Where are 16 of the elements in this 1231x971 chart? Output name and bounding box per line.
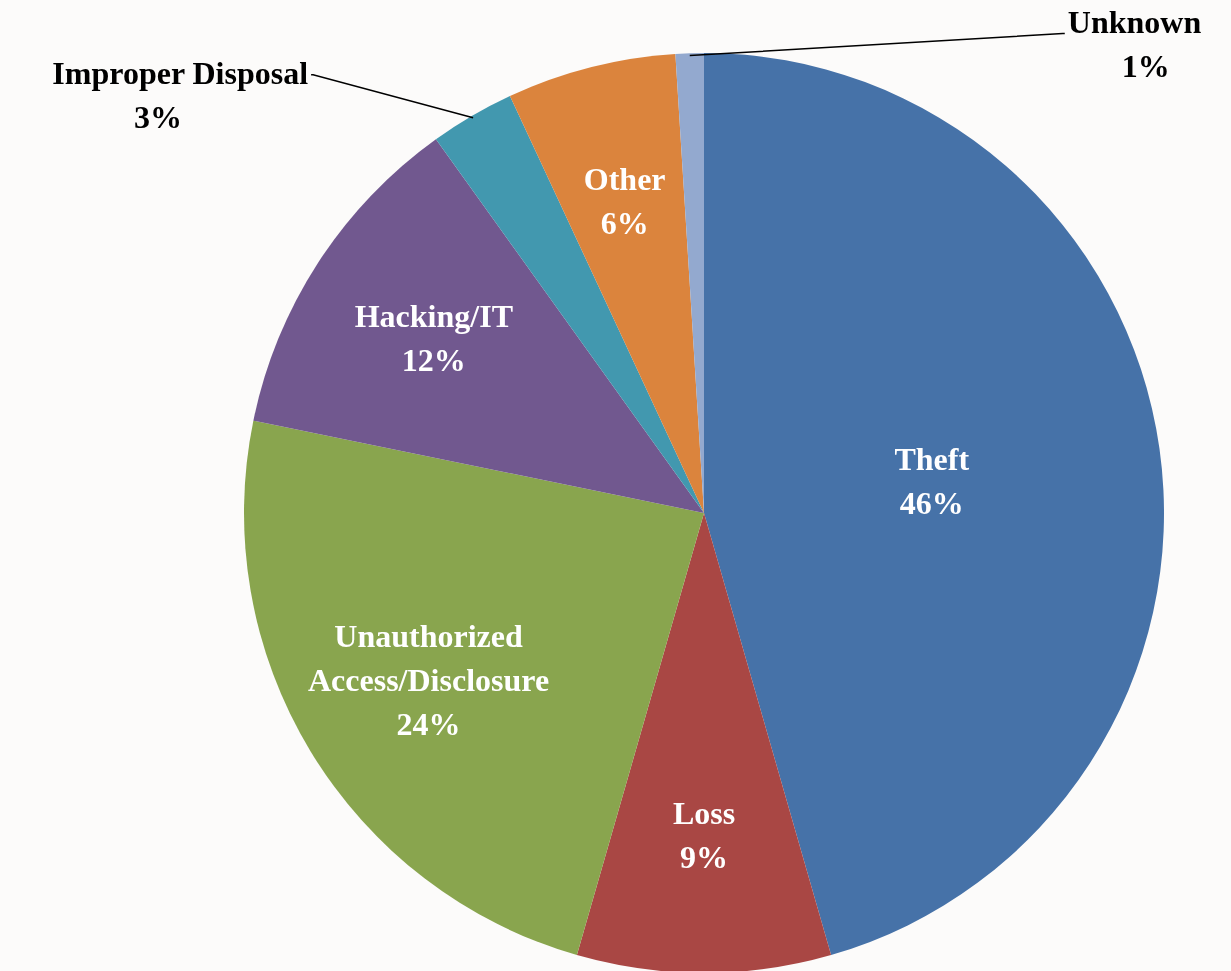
- data-label: 6%: [600, 204, 649, 241]
- data-label: 12%: [401, 341, 466, 378]
- data-label: 24%: [396, 705, 461, 742]
- slice-label: Unknown: [1067, 3, 1202, 40]
- data-label: 46%: [899, 484, 964, 521]
- slice-label: Loss: [672, 795, 736, 831]
- data-label: 3%: [134, 98, 183, 135]
- slice-label: Other: [583, 160, 666, 197]
- pie-slice: [576, 513, 832, 971]
- data-label: 9%: [680, 839, 728, 875]
- slice-label: Theft: [894, 440, 970, 477]
- slice-label: Hacking/IT: [354, 297, 513, 334]
- slice-label: Unauthorized Access/Disclosure: [307, 617, 550, 698]
- pie-slice: [253, 139, 704, 513]
- slice-label: Improper Disposal: [52, 54, 309, 91]
- data-label: 1%: [1121, 47, 1170, 84]
